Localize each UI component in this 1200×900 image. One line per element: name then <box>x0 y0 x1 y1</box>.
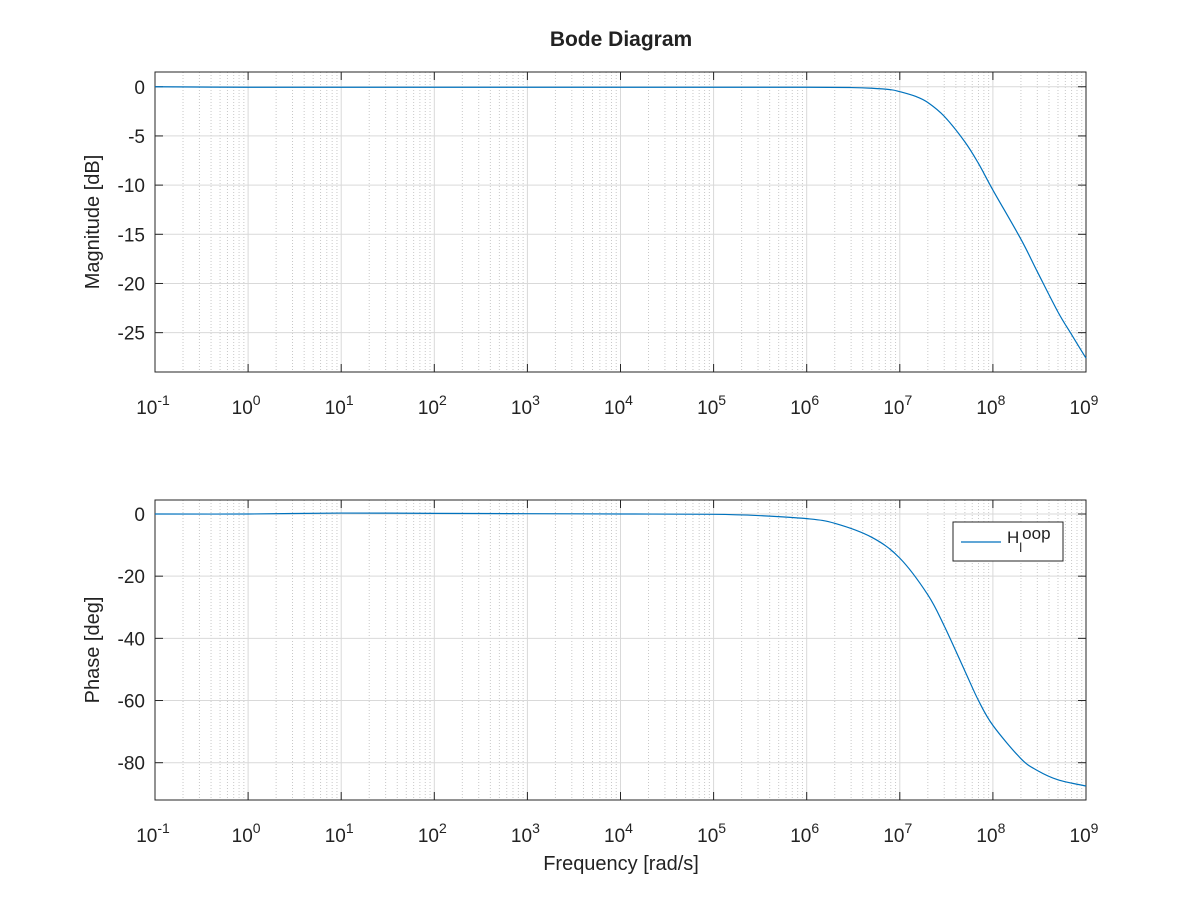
y-tick-label: -10 <box>118 176 145 197</box>
magnitude-grid <box>154 72 1087 372</box>
x-tick-label: 106 <box>790 820 819 847</box>
magnitude-ticks: 10-1 100 101 102 103 104 105 106 107 108 109 0 -5 -10… <box>118 72 1099 419</box>
chart-title: Bode Diagram <box>550 28 692 51</box>
legend-label: Hloop <box>1007 524 1051 555</box>
y-tick-label: 0 <box>134 78 145 99</box>
magnitude-panel: 10-1 100 101 102 103 104 105 106 107 108 109 0 -5 -10… <box>82 71 1099 419</box>
x-tick-label: 109 <box>1070 820 1099 847</box>
x-tick-label: 105 <box>697 820 726 847</box>
x-tick-label: 102 <box>418 820 447 847</box>
x-tick-label: 101 <box>325 392 354 419</box>
x-tick-label: 100 <box>232 820 261 847</box>
y-tick-label: -60 <box>118 692 145 713</box>
y-tick-label: -5 <box>128 127 145 148</box>
x-tick-label: 103 <box>511 820 540 847</box>
phase-y-axis-label: Phase [deg] <box>82 597 104 704</box>
phase-series-line <box>154 512 1087 787</box>
legend: Hloop <box>952 521 1064 562</box>
x-tick-label: 103 <box>511 392 540 419</box>
x-tick-label: 107 <box>883 392 912 419</box>
x-tick-label: 109 <box>1070 392 1099 419</box>
x-tick-label: 10-1 <box>136 392 170 419</box>
y-tick-label: 0 <box>134 505 145 526</box>
phase-ticks: 10-1 100 101 102 103 104 105 106 107 108 109 0 -20 -4… <box>118 500 1099 847</box>
y-tick-label: -40 <box>118 629 145 650</box>
x-tick-label: 107 <box>883 820 912 847</box>
x-tick-label: 105 <box>697 392 726 419</box>
x-axis-label: Frequency [rad/s] <box>543 853 699 875</box>
x-tick-label: 106 <box>790 392 819 419</box>
y-tick-label: -80 <box>118 754 145 775</box>
y-tick-label: -15 <box>118 225 145 246</box>
x-tick-label: 101 <box>325 820 354 847</box>
x-tick-label: 104 <box>604 392 633 419</box>
x-tick-label: 104 <box>604 820 633 847</box>
x-tick-label: 108 <box>976 392 1005 419</box>
x-tick-label: 10-1 <box>136 820 170 847</box>
magnitude-series-line <box>154 86 1087 359</box>
magnitude-y-axis-label: Magnitude [dB] <box>82 155 104 290</box>
phase-panel: 10-1 100 101 102 103 104 105 106 107 108 109 0 -20 -4… <box>82 499 1099 875</box>
x-tick-label: 102 <box>418 392 447 419</box>
y-tick-label: -20 <box>118 567 145 588</box>
x-tick-label: 108 <box>976 820 1005 847</box>
y-tick-label: -25 <box>118 324 145 345</box>
y-tick-label: -20 <box>118 274 145 295</box>
x-tick-label: 100 <box>232 392 261 419</box>
